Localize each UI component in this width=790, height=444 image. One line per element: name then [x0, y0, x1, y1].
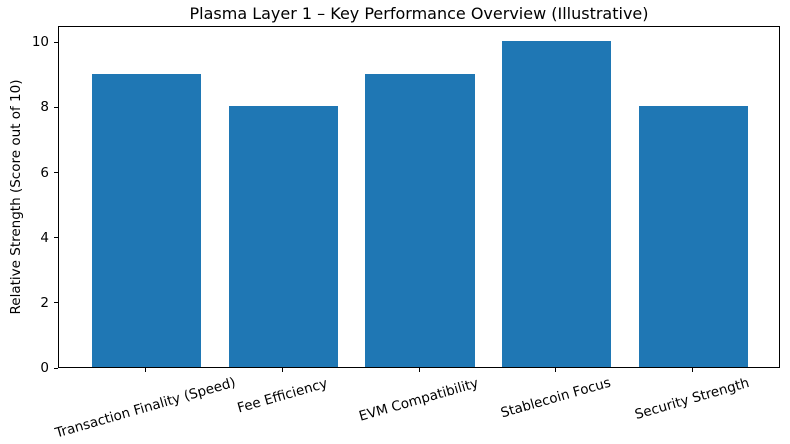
y-tick-label: 6	[40, 164, 49, 181]
y-tick-mark	[54, 41, 58, 43]
y-tick-label: 2	[40, 294, 49, 311]
bar-3	[502, 41, 612, 367]
chart-title: Plasma Layer 1 – Key Performance Overvie…	[189, 4, 649, 23]
bar-0	[91, 73, 202, 367]
x-tick-label: Security Strength	[633, 374, 752, 423]
y-tick-mark	[54, 367, 58, 369]
x-tick-mark	[691, 368, 693, 372]
y-tick-mark	[54, 172, 58, 174]
x-tick-label: Fee Efficiency	[235, 374, 330, 417]
y-tick-label: 0	[40, 360, 49, 376]
x-tick-mark	[145, 368, 146, 372]
y-tick-label: 4	[40, 229, 49, 246]
bar-4	[638, 106, 749, 367]
bar-1	[228, 106, 338, 367]
x-tick-label: EVM Compatibility	[357, 375, 481, 425]
y-tick-mark	[54, 302, 58, 304]
y-tick-mark	[54, 106, 58, 108]
y-tick-mark	[54, 237, 58, 239]
x-tick-label: Transaction Finality (Speed)	[53, 375, 238, 442]
plot-area	[58, 26, 780, 368]
bar-2	[365, 73, 475, 367]
x-tick-label: Stablecoin Focus	[498, 375, 613, 422]
x-tick-mark	[555, 368, 557, 372]
y-tick-label: 8	[40, 99, 49, 116]
x-tick-mark	[418, 368, 420, 372]
x-tick-mark	[281, 368, 283, 372]
y-tick-label: 10	[31, 34, 49, 51]
